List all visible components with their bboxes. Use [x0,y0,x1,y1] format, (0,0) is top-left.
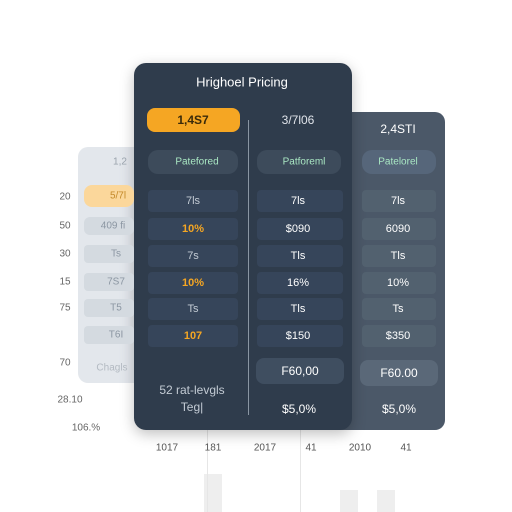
row-value: 10% [181,277,205,289]
price-pill [84,185,134,207]
row [84,299,134,317]
row-value: 16% [286,277,310,289]
badge [148,150,238,174]
footer: 52 rat-levgls [159,383,225,397]
row-value: Ts [187,303,199,315]
axis-label: 106.% [71,422,101,434]
row-value: 7ls [185,195,201,207]
row [148,190,238,212]
footer: $5,0% [281,402,317,416]
badge: 409 fi [100,220,126,232]
row [84,326,134,344]
row-value: $090 [285,223,311,235]
bg-bar [377,490,395,512]
badge: Patefored [175,156,219,168]
title: Hrighoel Pricing [196,74,288,90]
row [257,298,343,320]
badge [362,150,436,174]
row [362,190,436,212]
row [257,272,343,294]
row [362,272,436,294]
axis-label: 75 [59,302,71,314]
badge [257,150,341,174]
row [148,245,238,267]
row [84,245,134,263]
bg-bar [340,490,358,512]
axis-label: 41 [400,442,412,454]
row-value: Ts [392,303,404,315]
price: 1,4S7 [177,113,209,127]
axis-label: 1017 [155,442,179,454]
row-value: Tls [390,250,406,262]
row [148,218,238,240]
row-value: 10% [181,223,205,235]
footer: $5,0% [381,402,417,416]
row-value: 7S7 [107,276,125,288]
row [148,298,238,320]
row-value: 10% [386,277,410,289]
axis-label: 70 [59,357,71,369]
row-value: $350 [385,330,411,342]
price: 5/7l [109,190,127,202]
row-value: Ts [111,248,121,260]
axis-label: 2017 [253,442,277,454]
row-value: Tls [290,303,306,315]
axis-label: 20 [59,191,71,203]
row-value: 6090 [385,223,411,235]
button-label: F60,00 [281,364,319,378]
footer: Chagls [96,362,128,374]
button[interactable] [360,360,438,386]
row-value: 7s [187,250,199,262]
axis-label: 15 [59,276,71,288]
row [148,325,238,347]
price: 2,4STI [380,122,416,136]
row-value: $150 [285,330,311,342]
row [84,273,134,291]
price-pill[interactable] [147,108,240,132]
axis-label: 28.10 [57,394,83,406]
row [257,245,343,267]
row-value: Tls [290,250,306,262]
row [362,325,436,347]
button-label: F60.00 [380,366,418,380]
axis-label: 30 [59,248,71,260]
divider [248,120,249,415]
row-value: T6I [108,329,124,341]
bg-line [207,430,208,512]
row-value: 7ls [390,195,406,207]
badge: Patforeml [282,156,326,168]
price: 3/7l06 [281,113,315,127]
row [257,190,343,212]
row-value: T5 [110,302,122,314]
axis-label: 181 [204,442,222,454]
price: 1,2 [113,156,127,168]
axis-label: 2010 [348,442,372,454]
row-value: 7ls [290,195,306,207]
row-value: 107 [183,330,203,342]
row [257,218,343,240]
button[interactable] [256,358,344,384]
row [362,245,436,267]
row [148,272,238,294]
row [362,218,436,240]
axis-label: 50 [59,220,71,232]
row [257,325,343,347]
bg-bar [204,474,222,512]
badge [84,217,134,235]
bg-line [300,430,301,512]
row [362,298,436,320]
axis-label: 41 [305,442,317,454]
badge: Patelorel [378,156,418,168]
footer: Teg| [180,400,204,414]
